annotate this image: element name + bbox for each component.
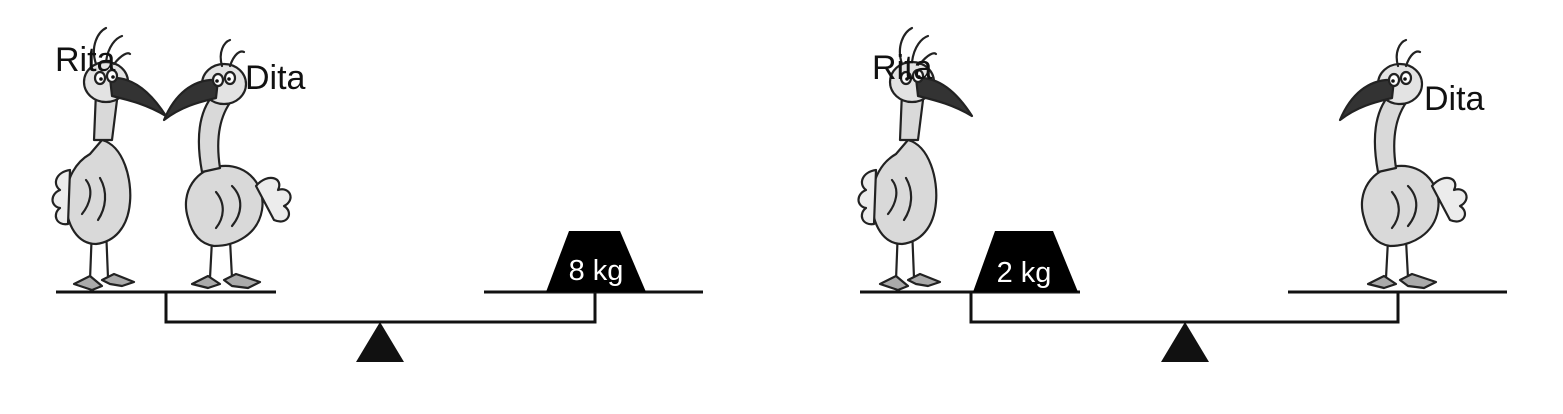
scale-2: Rita Dita 2 kg (857, 26, 1507, 362)
scale-2-dita-bird (1338, 38, 1468, 290)
scale-1-weight-block (546, 231, 646, 292)
scale-1-weight-label: 8 kg (569, 255, 624, 287)
scale-2-weight-block (973, 231, 1078, 292)
scale-2-beam (969, 292, 1400, 324)
scale-1-beam (164, 292, 597, 324)
scale-2-weight-label: 2 kg (997, 257, 1052, 289)
scale-1-fulcrum (356, 322, 404, 362)
scale-1-dita-label: Dita (245, 59, 306, 97)
scale-1: Rita Dita 8 kg (51, 26, 703, 362)
scale-2-fulcrum (1161, 322, 1209, 362)
scale-2-dita-label: Dita (1424, 80, 1485, 118)
scale-2-rita-label: Rita (872, 49, 933, 87)
scale-1-rita-label: Rita (55, 41, 116, 79)
